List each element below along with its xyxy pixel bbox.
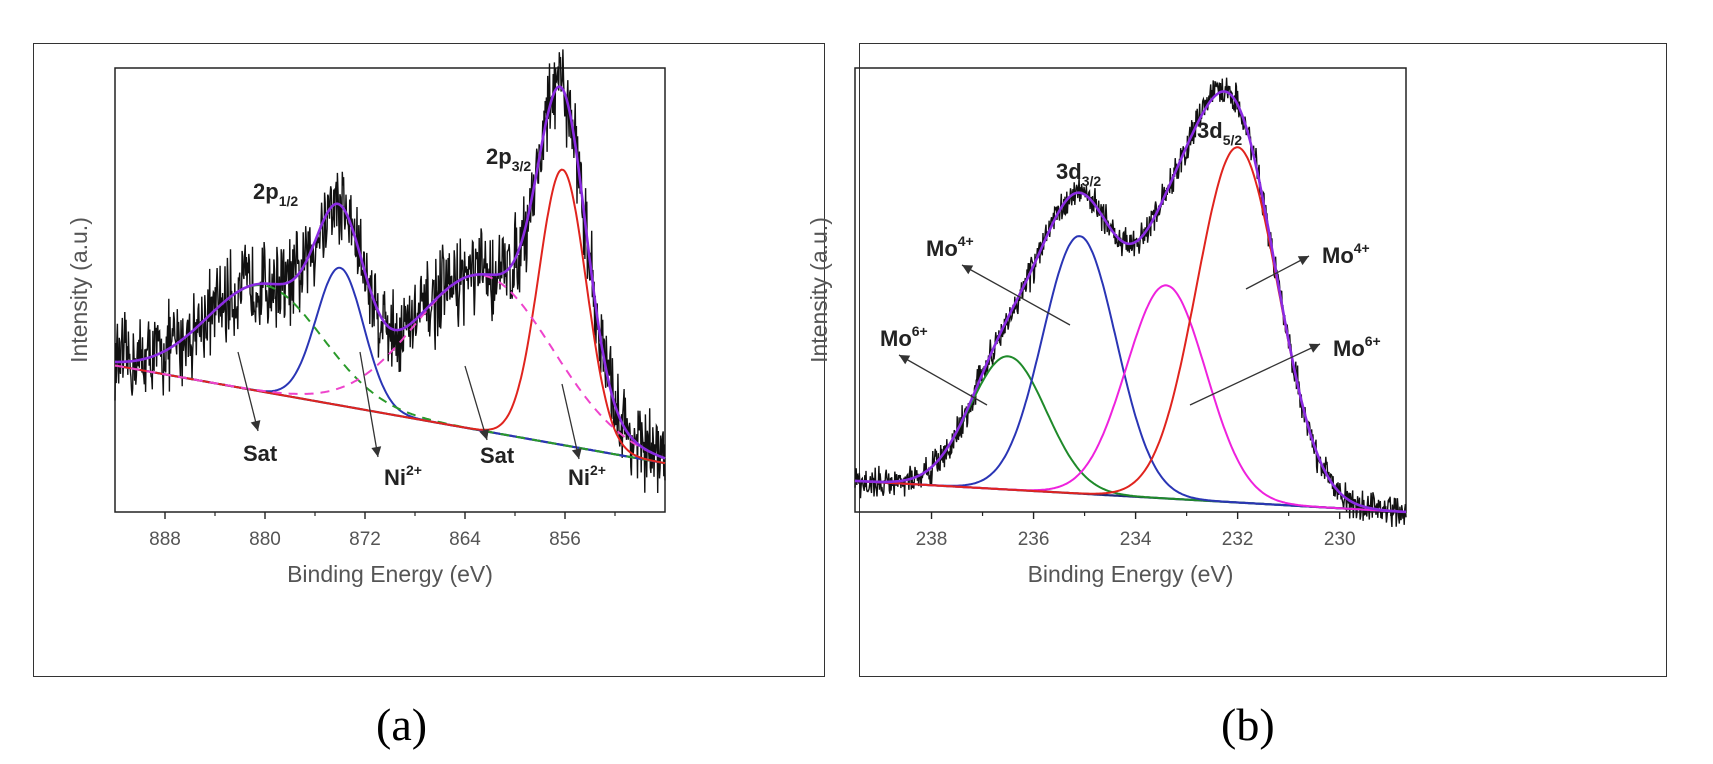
x-tick-label: 864 [449, 529, 481, 550]
component-peak [114, 274, 666, 460]
y-axis-title: Intensity (a.u.) [806, 217, 832, 363]
x-tick-label: 888 [149, 529, 181, 550]
x-tick-label: 880 [249, 529, 281, 550]
annotation-arrow-head [1297, 256, 1309, 266]
x-tick-label: 230 [1324, 529, 1356, 550]
plot-frame [114, 67, 666, 513]
y-axis-title: Intensity (a.u.) [66, 217, 92, 363]
annotation-label: 3d3/2 [1056, 159, 1101, 189]
annotation-arrow-line [561, 383, 580, 460]
component-peak [114, 266, 666, 465]
annotation-label: Sat [480, 443, 515, 468]
x-axis-title: Binding Energy (eV) [287, 561, 493, 587]
annotation-arrow-head [371, 446, 382, 457]
annotation-arrow-head [571, 448, 582, 459]
annotation-label: 2p1/2 [253, 179, 298, 209]
annotation-label: Mo4+ [1322, 240, 1370, 268]
caption-b: (b) [1221, 699, 1275, 750]
annotation-arrow-line [359, 351, 379, 458]
annotation-label: 2p3/2 [486, 144, 531, 174]
annotation-arrow-head [899, 355, 911, 365]
annotation-arrow-head [1308, 343, 1320, 353]
annotation-label: Ni2+ [384, 462, 422, 490]
x-tick-label: 236 [1018, 529, 1050, 550]
x-tick-label: 234 [1120, 529, 1152, 550]
annotation-arrow-head [250, 420, 261, 431]
chart-b: 238 236 234 232 230 Binding Energy (eV) Intens… [806, 67, 1407, 587]
annotation-label: Ni2+ [568, 462, 606, 490]
raw-data-line [854, 77, 1407, 528]
component-peak [855, 355, 1407, 513]
chart-a: 888 880 872 864 856 Binding Energy (eV) Intens… [66, 49, 666, 587]
x-tick-label: 872 [349, 529, 381, 550]
annotation-arrow-line [1189, 343, 1321, 406]
annotation-arrow-line [464, 365, 488, 441]
x-tick-label: 856 [549, 529, 581, 550]
annotation-label: 3d5/2 [1197, 118, 1242, 148]
chart-panel-a [33, 43, 825, 677]
x-tick-label: 232 [1222, 529, 1254, 550]
x-tick-label: 238 [916, 529, 948, 550]
annotation-label: Mo6+ [880, 323, 928, 351]
annotation-arrow-head [962, 265, 974, 275]
plot-frame [854, 67, 1407, 513]
annotation-arrow-line [237, 351, 259, 432]
x-axis-title: Binding Energy (eV) [1028, 561, 1234, 587]
envelope-line [855, 90, 1407, 514]
annotation-arrow-line [961, 264, 1071, 326]
annotation-label: Sat [243, 441, 278, 466]
annotation-label: Mo4+ [926, 233, 974, 261]
annotation-arrow-line [1245, 255, 1310, 290]
annotation-label: Mo6+ [1333, 333, 1381, 361]
envelope-line [115, 85, 666, 460]
raw-data-line [114, 49, 666, 494]
annotation-arrow-line [898, 354, 988, 406]
caption-a: (a) [376, 699, 428, 750]
annotation-arrow-head [479, 429, 489, 440]
component-peak [114, 168, 666, 465]
